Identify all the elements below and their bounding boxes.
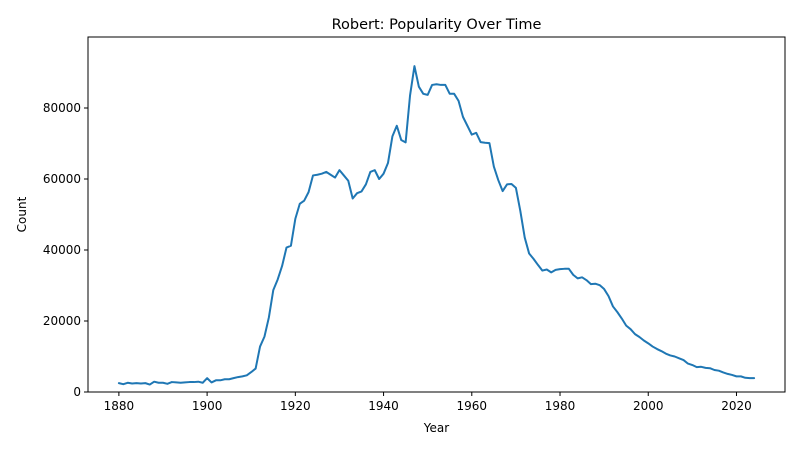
x-tick-label: 1980 — [545, 399, 576, 413]
y-axis-title: Count — [15, 196, 29, 232]
series-line-robert — [117, 65, 756, 386]
x-axis-ticks: 1880 1900 1920 1940 1960 1980 2000 2020 — [104, 392, 752, 413]
y-axis-ticks: 0 20000 40000 60000 80000 — [43, 101, 88, 399]
x-tick-label: 2000 — [633, 399, 664, 413]
x-tick-label: 1880 — [104, 399, 135, 413]
x-tick-label: 1940 — [368, 399, 399, 413]
y-tick-label: 60000 — [43, 172, 81, 186]
x-tick-label: 2020 — [721, 399, 752, 413]
x-tick-label: 1920 — [280, 399, 311, 413]
x-tick-label: 1900 — [192, 399, 223, 413]
y-tick-label: 0 — [73, 385, 81, 399]
x-axis-title: Year — [423, 421, 449, 435]
axes-frame — [87, 36, 786, 393]
chart-title: Robert: Popularity Over Time — [332, 17, 542, 33]
x-tick-label: 1960 — [457, 399, 488, 413]
y-tick-label: 40000 — [43, 243, 81, 257]
y-tick-label: 80000 — [43, 101, 81, 115]
y-tick-label: 20000 — [43, 314, 81, 328]
